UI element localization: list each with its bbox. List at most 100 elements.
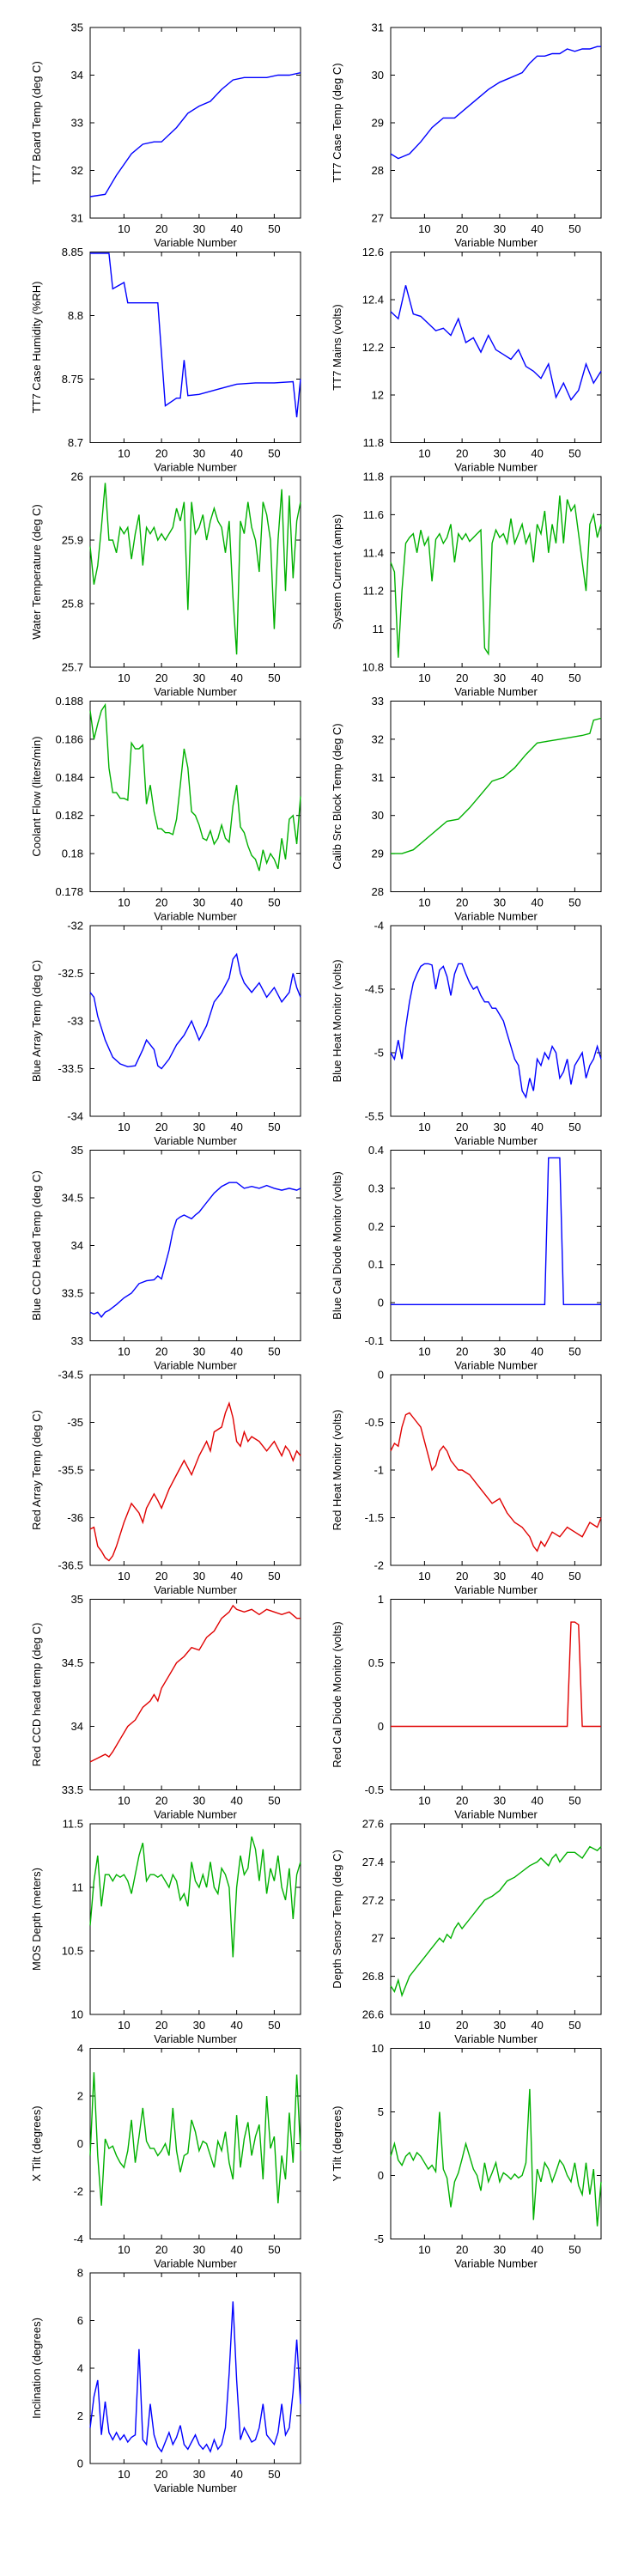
- x-axis-label: Variable Number: [154, 1359, 237, 1372]
- x-tick-label: 30: [193, 2468, 205, 2481]
- series-line: [390, 2088, 602, 2227]
- y-axis-label: TT7 Case Temp (deg C): [331, 63, 343, 182]
- x-tick-label: 20: [456, 222, 468, 235]
- x-tick-label: 20: [155, 1121, 167, 1133]
- y-axis-label: Water Temperature (deg C): [30, 504, 43, 640]
- x-tick-label: 10: [418, 222, 430, 235]
- x-tick-label: 50: [268, 1121, 280, 1133]
- x-axis-label: Variable Number: [454, 910, 538, 923]
- x-tick-label: 30: [193, 1795, 205, 1807]
- plot-frame: [390, 252, 602, 443]
- x-tick-label: 20: [456, 896, 468, 909]
- chart-panel-12: 10 20 30 40 50 -0.1 0 0.1 0.2 0.3 0.4 Variable Numb…: [331, 1144, 602, 1372]
- x-tick-label: 50: [268, 2468, 280, 2481]
- y-tick-label: 33: [372, 695, 384, 708]
- y-tick-label: 5: [378, 2105, 384, 2118]
- x-tick-label: 30: [494, 671, 506, 684]
- x-tick-label: 50: [268, 671, 280, 684]
- chart-panel-20: 10 20 30 40 50 -5 0 5 10 Variable Number Y Tilt (d…: [331, 2042, 602, 2270]
- plot-frame: [390, 1599, 602, 1790]
- x-tick-label: 30: [494, 2019, 506, 2032]
- x-tick-label: 30: [193, 447, 205, 460]
- series-line: [89, 1401, 301, 1562]
- y-tick-label: 31: [372, 771, 384, 784]
- plot-frame: [390, 1374, 602, 1566]
- y-tick-label: 29: [372, 117, 384, 130]
- y-tick-label: -4: [73, 2233, 83, 2245]
- y-tick-label: 26: [71, 471, 83, 483]
- y-axis-label: Blue Array Temp (deg C): [30, 960, 43, 1082]
- x-axis-label: Variable Number: [154, 236, 237, 249]
- chart-panel-1: 10 20 30 40 50 31 32 33 34 35 Variable Number TT7 B…: [30, 21, 301, 249]
- x-tick-label: 10: [118, 896, 130, 909]
- x-tick-label: 40: [531, 1346, 543, 1358]
- y-tick-label: 25.9: [62, 534, 83, 547]
- x-tick-label: 20: [155, 2468, 167, 2481]
- y-tick-label: -2: [73, 2185, 83, 2198]
- x-tick-label: 40: [230, 896, 242, 909]
- x-tick-label: 40: [531, 447, 543, 460]
- plot-frame: [89, 476, 301, 668]
- y-tick-label: 10.8: [362, 661, 384, 674]
- y-tick-label: -36: [67, 1511, 83, 1524]
- y-tick-label: 32: [372, 732, 384, 745]
- x-tick-label: 10: [118, 2019, 130, 2032]
- chart-panel-10: 10 20 30 40 50 -5.5 -5 -4.5 -4 Variable Number Blu…: [331, 920, 602, 1147]
- series-line: [89, 952, 301, 1070]
- plot-frame: [390, 476, 602, 668]
- x-tick-label: 40: [531, 2019, 543, 2032]
- x-axis-label: Variable Number: [154, 1134, 237, 1147]
- x-tick-label: 10: [118, 447, 130, 460]
- chart-panel-11: 10 20 30 40 50 33 33.5 34 34.5 35 Variable Number B…: [30, 1144, 301, 1372]
- y-tick-label: -1.5: [365, 1511, 384, 1524]
- y-tick-label: 11: [373, 623, 385, 635]
- x-tick-label: 20: [155, 671, 167, 684]
- plot-frame: [390, 701, 602, 892]
- y-tick-label: 0.178: [55, 885, 83, 898]
- y-tick-label: 0.3: [368, 1182, 384, 1194]
- x-tick-label: 10: [418, 447, 430, 460]
- y-tick-label: 26.8: [362, 1970, 384, 1983]
- x-tick-label: 10: [418, 2244, 430, 2257]
- x-tick-label: 10: [418, 896, 430, 909]
- x-tick-label: 20: [456, 2019, 468, 2032]
- y-tick-label: 10: [372, 2042, 384, 2055]
- y-axis-label: MOS Depth (meters): [30, 1868, 43, 1971]
- x-tick-label: 40: [230, 447, 242, 460]
- x-tick-label: 20: [456, 1121, 468, 1133]
- x-tick-label: 40: [230, 2019, 242, 2032]
- y-axis-label: TT7 Case Humidity (%RH): [30, 282, 43, 414]
- x-tick-label: 50: [568, 222, 580, 235]
- y-tick-label: 6: [77, 2314, 83, 2327]
- x-tick-label: 40: [230, 2244, 242, 2257]
- y-tick-label: 4: [77, 2042, 83, 2055]
- x-axis-label: Variable Number: [154, 461, 237, 474]
- y-tick-label: 2: [77, 2409, 83, 2422]
- y-axis-label: Blue Cal Diode Monitor (volts): [331, 1171, 343, 1320]
- chart-panel-14: 10 20 30 40 50 -2 -1.5 -1 -0.5 0 Variable Number Re…: [331, 1369, 602, 1596]
- y-tick-label: 0.1: [368, 1258, 384, 1271]
- y-tick-label: -35: [67, 1416, 83, 1429]
- y-tick-label: 0.188: [55, 695, 83, 708]
- x-tick-label: 20: [456, 2244, 468, 2257]
- chart-panel-13: 10 20 30 40 50 -36.5 -36 -35.5 -35 -34.5 Variable …: [30, 1369, 301, 1596]
- chart-panel-16: 10 20 30 40 50 -0.5 0 0.5 1 Variable Number Red Ca…: [331, 1593, 602, 1821]
- plot-frame: [89, 252, 301, 443]
- y-tick-label: 8.8: [68, 309, 83, 322]
- x-axis-label: Variable Number: [154, 1583, 237, 1596]
- chart-panel-15: 10 20 30 40 50 33.5 34 34.5 35 Variable Number Red…: [30, 1593, 301, 1821]
- y-tick-label: 30: [372, 69, 384, 82]
- x-tick-label: 20: [456, 1346, 468, 1358]
- y-axis-label: Depth Sensor Temp (deg C): [331, 1850, 343, 1989]
- plot-frame: [390, 925, 602, 1117]
- y-tick-label: 0.186: [55, 732, 83, 745]
- y-tick-label: 11.5: [63, 1818, 83, 1831]
- chart-panel-6: 10 20 30 40 50 10.8 11 11.2 11.4 11.6 11.8 Variable…: [331, 471, 602, 698]
- x-tick-label: 50: [568, 1121, 580, 1133]
- y-tick-label: 0.184: [55, 771, 83, 784]
- y-tick-label: -4.5: [365, 983, 384, 996]
- series-line: [390, 963, 602, 1099]
- series-line: [390, 495, 602, 658]
- y-axis-label: Blue Heat Monitor (volts): [331, 959, 343, 1082]
- x-tick-label: 40: [230, 1570, 242, 1583]
